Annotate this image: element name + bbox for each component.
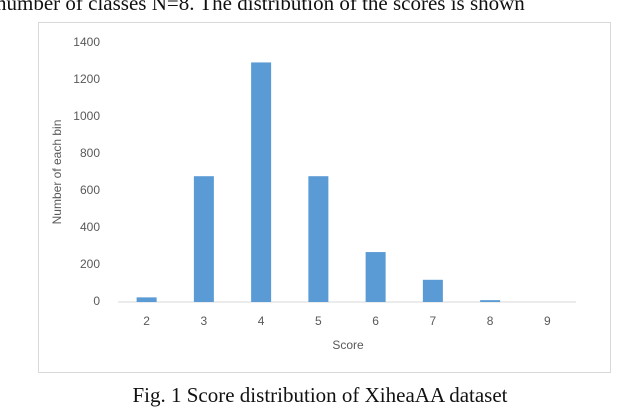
y-axis-label: Number of each bin [50,120,64,225]
x-tick-label: 9 [544,314,551,328]
x-tick-label: 2 [143,314,150,328]
x-tick-label: 6 [372,314,379,328]
bar [365,252,386,302]
y-tick-label: 1400 [73,35,100,49]
y-tick-label: 1000 [73,109,100,123]
bar [480,300,501,302]
x-tick-label: 8 [487,314,494,328]
bar [308,176,329,302]
x-tick-label: 3 [201,314,208,328]
y-tick-label: 0 [93,294,100,308]
bar [193,176,214,302]
y-tick-label: 400 [80,220,100,234]
y-tick-label: 600 [80,183,100,197]
bar [422,279,443,302]
y-tick-label: 1200 [73,72,100,86]
caption: Fig. 1 Score distribution of XiheaAA dat… [132,383,507,407]
x-tick-label: 5 [315,314,322,328]
y-tick-label: 800 [80,146,100,160]
bar [251,62,272,302]
y-tick-label: 200 [80,257,100,271]
x-axis-label: Score [332,338,364,352]
x-tick-label: 4 [258,314,265,328]
x-tick-label: 7 [430,314,437,328]
bar [136,297,157,302]
body-text: number of classes N=8. The distribution … [0,0,525,15]
